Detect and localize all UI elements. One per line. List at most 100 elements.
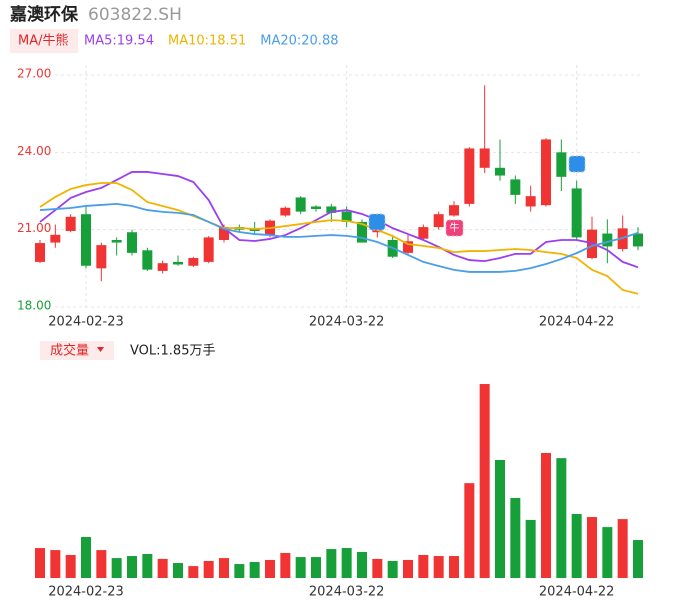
volume-bar	[265, 559, 275, 578]
candle-body	[372, 229, 383, 233]
volume-bar	[249, 561, 260, 578]
x-tick-label: 2024-02-23	[48, 315, 124, 330]
candle-body	[433, 214, 444, 228]
candle-body	[541, 139, 551, 206]
volume-bar	[433, 556, 444, 578]
y-tick-label: 18.00	[17, 299, 51, 313]
volume-bar	[617, 519, 628, 578]
volume-bar	[495, 459, 505, 578]
candle-body	[633, 233, 643, 247]
legend-entry: MA20:20.88	[260, 34, 338, 49]
x-tick-label: 2024-03-22	[309, 585, 385, 600]
volume-bar	[65, 555, 76, 578]
volume-title-bg	[40, 341, 114, 360]
volume-bar	[633, 540, 643, 578]
volume-title: 成交量	[50, 343, 89, 359]
x-tick-label: 2024-04-22	[539, 585, 615, 600]
candle-body	[127, 232, 137, 253]
candle-body	[403, 241, 413, 253]
y-tick-label: 24.00	[17, 144, 51, 158]
volume-bar	[111, 558, 122, 578]
volume-bar	[341, 548, 352, 578]
candle-body	[50, 234, 61, 243]
legend-title: MA/牛熊	[18, 33, 69, 49]
stock-name: 嘉澳环保	[9, 4, 79, 25]
signal-icons: 牛	[368, 155, 586, 237]
volume-bar	[602, 527, 613, 578]
candle-body	[602, 233, 613, 247]
candle-body	[35, 243, 45, 262]
candle-body	[157, 263, 168, 271]
candle-body	[495, 167, 505, 176]
volume-bar	[403, 559, 413, 578]
volume-bar	[556, 458, 567, 578]
candle-body	[571, 188, 582, 238]
candle-body	[219, 227, 229, 240]
candle-body	[188, 258, 199, 266]
candle-body	[556, 152, 567, 177]
volume-bar	[571, 513, 582, 578]
candle-body	[65, 216, 76, 231]
volume-bar	[142, 553, 153, 578]
ma-line	[39, 171, 639, 269]
candle-body	[295, 197, 306, 212]
candle-body	[464, 148, 475, 204]
volume-bar	[234, 564, 245, 578]
volume-bar	[203, 560, 214, 578]
volume-bar	[449, 556, 459, 578]
candle-body	[341, 211, 352, 222]
candle-body	[142, 250, 153, 270]
legend-entry: MA10:18.51	[168, 34, 246, 49]
volume-bar	[479, 384, 490, 578]
ma-line	[39, 182, 639, 295]
volume-bar	[510, 497, 521, 578]
volume-bar	[357, 551, 367, 578]
volume-bar	[173, 563, 183, 578]
x-tick-label: 2024-04-22	[539, 315, 615, 330]
candle-body	[203, 237, 214, 262]
volume-bar	[188, 566, 199, 578]
volume-bar	[157, 558, 168, 578]
volume-bar	[219, 558, 229, 578]
ma-line	[39, 202, 639, 273]
candle-body	[479, 148, 490, 168]
volume-bar	[295, 557, 306, 578]
x-tick-label: 2024-02-23	[48, 585, 124, 600]
volume-bar	[541, 452, 551, 578]
legend-title-bg	[10, 29, 78, 53]
volume-bar	[464, 483, 475, 578]
candle-body	[449, 205, 459, 216]
bull-icon-label: 牛	[450, 221, 460, 234]
volume-bar	[96, 550, 107, 578]
volume-bar	[280, 552, 291, 578]
volume-bar	[525, 519, 536, 578]
candle-body	[173, 261, 183, 265]
volume-subtitle: VOL:1.85万手	[130, 344, 215, 359]
candle-body	[357, 221, 367, 243]
volume-bar	[311, 557, 321, 578]
candle-body	[510, 179, 521, 195]
volume-bar	[372, 558, 383, 578]
signal-icon	[568, 155, 586, 173]
x-tick-label: 2024-03-22	[309, 315, 385, 330]
y-tick-label: 27.00	[17, 67, 51, 81]
candle-body	[280, 207, 291, 216]
volume-bar	[127, 556, 137, 578]
candle-body	[81, 214, 91, 266]
candle-body	[96, 245, 107, 269]
candle-body	[525, 196, 536, 207]
volume-bar	[418, 555, 429, 578]
volume-bar	[326, 549, 337, 578]
signal-icon	[368, 213, 386, 231]
volume-bar	[387, 560, 398, 578]
volume-bar	[587, 517, 597, 578]
volume-bar	[50, 550, 61, 578]
y-tick-label: 21.00	[17, 221, 51, 235]
volume-bar	[81, 536, 91, 578]
candle-body	[311, 206, 321, 210]
legend-entry: MA5:19.54	[84, 34, 154, 49]
dropdown-icon	[97, 347, 104, 352]
candle-body	[418, 227, 429, 239]
candle-body	[111, 239, 122, 243]
